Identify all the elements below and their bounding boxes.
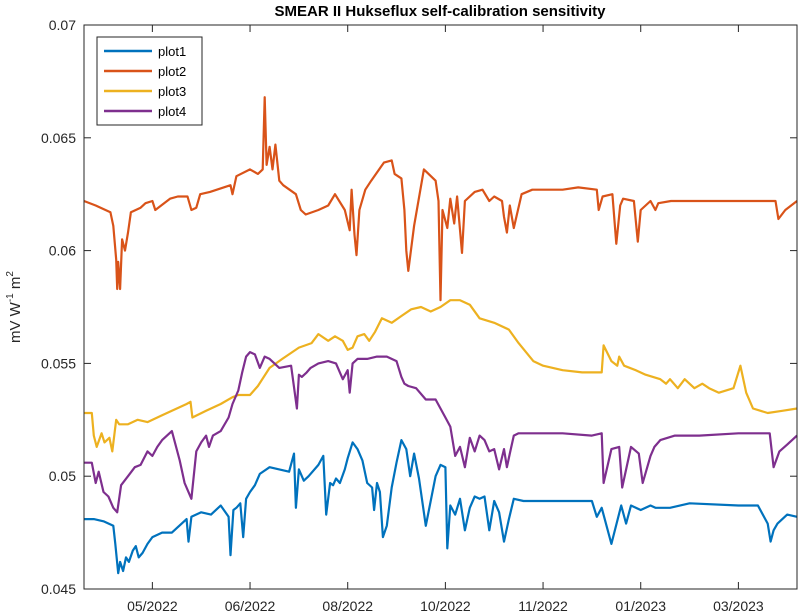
x-tick-label: 05/2022: [127, 598, 178, 614]
plot-area: [83, 96, 798, 575]
y-axis-label-sup2: 2: [5, 271, 16, 277]
x-tick-label: 06/2022: [225, 598, 276, 614]
y-axis-label-mid: m: [7, 277, 24, 294]
y-axis-label: mV W-1 m2: [5, 271, 24, 343]
y-axis-label-main: mV W: [7, 301, 24, 343]
legend-label: plot2: [158, 64, 186, 79]
y-tick-label: 0.06: [49, 243, 76, 259]
y-tick-label: 0.045: [41, 581, 76, 597]
y-tick-label: 0.05: [49, 468, 76, 484]
series-line-plot2: [83, 96, 798, 302]
legend-item-plot3[interactable]: plot3: [104, 84, 186, 99]
x-tick-label: 11/2022: [518, 598, 568, 614]
y-tick-label: 0.07: [49, 17, 76, 33]
legend-label: plot1: [158, 44, 186, 59]
x-tick-label: 01/2023: [615, 598, 666, 614]
x-tick-label: 10/2022: [420, 598, 471, 614]
x-tick-label: 03/2023: [713, 598, 764, 614]
series-line-plot3: [84, 299, 798, 453]
legend-label: plot4: [158, 104, 186, 119]
y-tick-label: 0.065: [41, 130, 76, 146]
y-axis: 0.045 0.05 0.055 0.06 0.065 0.07: [41, 17, 797, 597]
legend-item-plot2[interactable]: plot2: [104, 64, 186, 79]
legend-label: plot3: [158, 84, 186, 99]
series-line-plot1: [84, 439, 798, 575]
x-tick-label: 08/2022: [322, 598, 373, 614]
x-axis: 05/2022 06/2022 08/2022 10/2022 11/2022 01/20…: [127, 25, 764, 614]
legend-item-plot4[interactable]: plot4: [104, 104, 186, 119]
legend-item-plot1[interactable]: plot1: [104, 44, 186, 59]
legend[interactable]: plot1 plot2 plot3 plot4: [96, 36, 203, 126]
y-tick-label: 0.055: [41, 355, 76, 371]
series-line-plot4: [84, 351, 798, 514]
y-axis-label-sup1: -1: [5, 293, 16, 302]
plot-frame: [83, 24, 798, 590]
chart-title: SMEAR II Hukseflux self-calibration sens…: [275, 3, 607, 20]
